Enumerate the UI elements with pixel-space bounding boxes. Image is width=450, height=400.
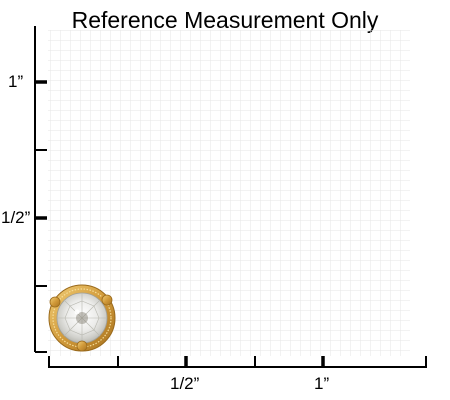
x-tick-label-half-inch: 1/2” [170, 374, 200, 393]
prong-left [49, 296, 61, 308]
y-tick-label-1-inch: 1” [8, 72, 24, 91]
page-title: Reference Measurement Only [71, 7, 379, 33]
y-tick-label-half-inch: 1/2” [1, 208, 31, 227]
diamond-stud-earring-image [48, 284, 116, 352]
prong-bottom [76, 340, 88, 352]
x-tick-label-1-inch: 1” [314, 374, 330, 393]
prong-right [101, 294, 113, 306]
